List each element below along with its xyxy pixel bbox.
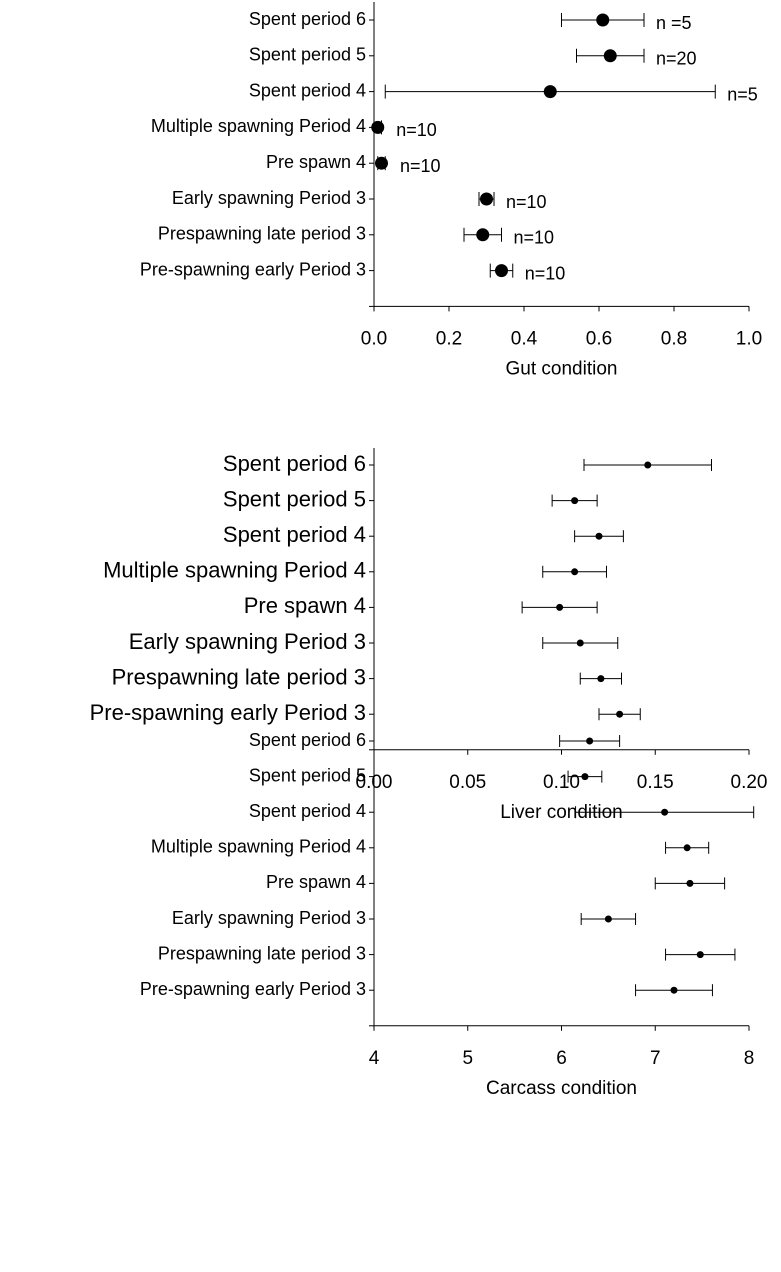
data-point bbox=[686, 879, 694, 887]
x-tick-label: 0.8 bbox=[661, 328, 687, 349]
y-tick-label: Spent period 5 bbox=[249, 45, 366, 65]
y-tick-label: Spent period 5 bbox=[223, 486, 366, 511]
y-tick-label: Pre-spawning early Period 3 bbox=[90, 700, 366, 725]
data-point bbox=[604, 915, 612, 923]
y-tick-label: Pre spawn 4 bbox=[266, 872, 366, 892]
point-label: n =5 bbox=[656, 13, 692, 33]
y-tick-label: Pre spawn 4 bbox=[266, 152, 366, 172]
x-tick-label: 0.6 bbox=[586, 328, 612, 349]
x-axis-title: Carcass condition bbox=[486, 1078, 637, 1099]
x-tick-label: 8 bbox=[744, 1048, 755, 1069]
x-axis-title: Gut condition bbox=[506, 358, 618, 379]
data-point bbox=[595, 532, 603, 540]
data-point bbox=[556, 603, 564, 611]
point-label: n=10 bbox=[400, 156, 441, 176]
y-tick-label: Prespawning late period 3 bbox=[158, 943, 366, 963]
point-label: n=10 bbox=[514, 228, 555, 248]
x-axis-title: Liver condition bbox=[500, 802, 623, 823]
data-point bbox=[661, 808, 669, 816]
data-point bbox=[375, 156, 388, 170]
data-point bbox=[603, 49, 617, 63]
y-tick-label: Pre spawn 4 bbox=[244, 593, 366, 618]
data-point bbox=[586, 737, 594, 745]
y-tick-label: Spent period 4 bbox=[249, 80, 366, 100]
point-label: n=20 bbox=[656, 49, 697, 69]
x-tick-label: 0.4 bbox=[511, 328, 538, 349]
y-tick-label: Pre-spawning early Period 3 bbox=[140, 979, 366, 999]
data-point bbox=[476, 228, 490, 242]
data-point bbox=[670, 986, 678, 994]
x-tick-label: 0.05 bbox=[449, 772, 486, 793]
x-tick-label: 0.2 bbox=[436, 328, 462, 349]
point-label: n=10 bbox=[525, 263, 566, 283]
x-tick-label: 5 bbox=[462, 1048, 473, 1069]
y-tick-label: Pre-spawning early Period 3 bbox=[140, 259, 366, 279]
y-tick-label: Spent period 5 bbox=[249, 765, 366, 785]
x-tick-label: 4 bbox=[369, 1048, 380, 1069]
data-point bbox=[683, 844, 691, 852]
y-tick-label: Early spawning Period 3 bbox=[172, 908, 366, 928]
data-point bbox=[696, 951, 704, 959]
y-tick-label: Early spawning Period 3 bbox=[129, 629, 366, 654]
x-tick-label: 0.10 bbox=[543, 772, 580, 793]
data-point bbox=[571, 497, 579, 505]
data-point bbox=[543, 85, 557, 99]
y-tick-label: Multiple spawning Period 4 bbox=[151, 837, 366, 857]
y-tick-label: Spent period 6 bbox=[223, 451, 366, 476]
data-point bbox=[597, 675, 605, 683]
data-point bbox=[495, 264, 508, 278]
data-point bbox=[596, 13, 610, 27]
y-tick-label: Spent period 6 bbox=[249, 9, 366, 29]
y-tick-label: Multiple spawning Period 4 bbox=[103, 558, 366, 583]
y-tick-label: Prespawning late period 3 bbox=[158, 224, 366, 244]
data-point bbox=[480, 192, 493, 206]
y-tick-label: Prespawning late period 3 bbox=[112, 664, 366, 689]
point-label: n=10 bbox=[506, 192, 547, 212]
point-label: n=10 bbox=[396, 120, 437, 140]
data-point bbox=[581, 773, 589, 781]
y-tick-label: Early spawning Period 3 bbox=[172, 188, 366, 208]
x-tick-label: 0.0 bbox=[361, 328, 387, 349]
y-tick-label: Multiple spawning Period 4 bbox=[151, 116, 366, 136]
data-point bbox=[644, 461, 652, 469]
x-tick-label: 0.20 bbox=[731, 772, 768, 793]
x-tick-label: 7 bbox=[650, 1048, 661, 1069]
data-point bbox=[371, 120, 385, 134]
y-tick-label: Spent period 6 bbox=[249, 730, 366, 750]
y-tick-label: Spent period 4 bbox=[249, 801, 366, 821]
data-point bbox=[571, 568, 579, 576]
data-point bbox=[616, 710, 624, 718]
y-tick-label: Spent period 4 bbox=[223, 522, 366, 547]
x-tick-label: 1.0 bbox=[736, 328, 762, 349]
x-tick-label: 0.15 bbox=[637, 772, 674, 793]
point-label: n=5 bbox=[727, 84, 758, 104]
x-tick-label: 6 bbox=[556, 1048, 567, 1069]
data-point bbox=[576, 639, 584, 647]
